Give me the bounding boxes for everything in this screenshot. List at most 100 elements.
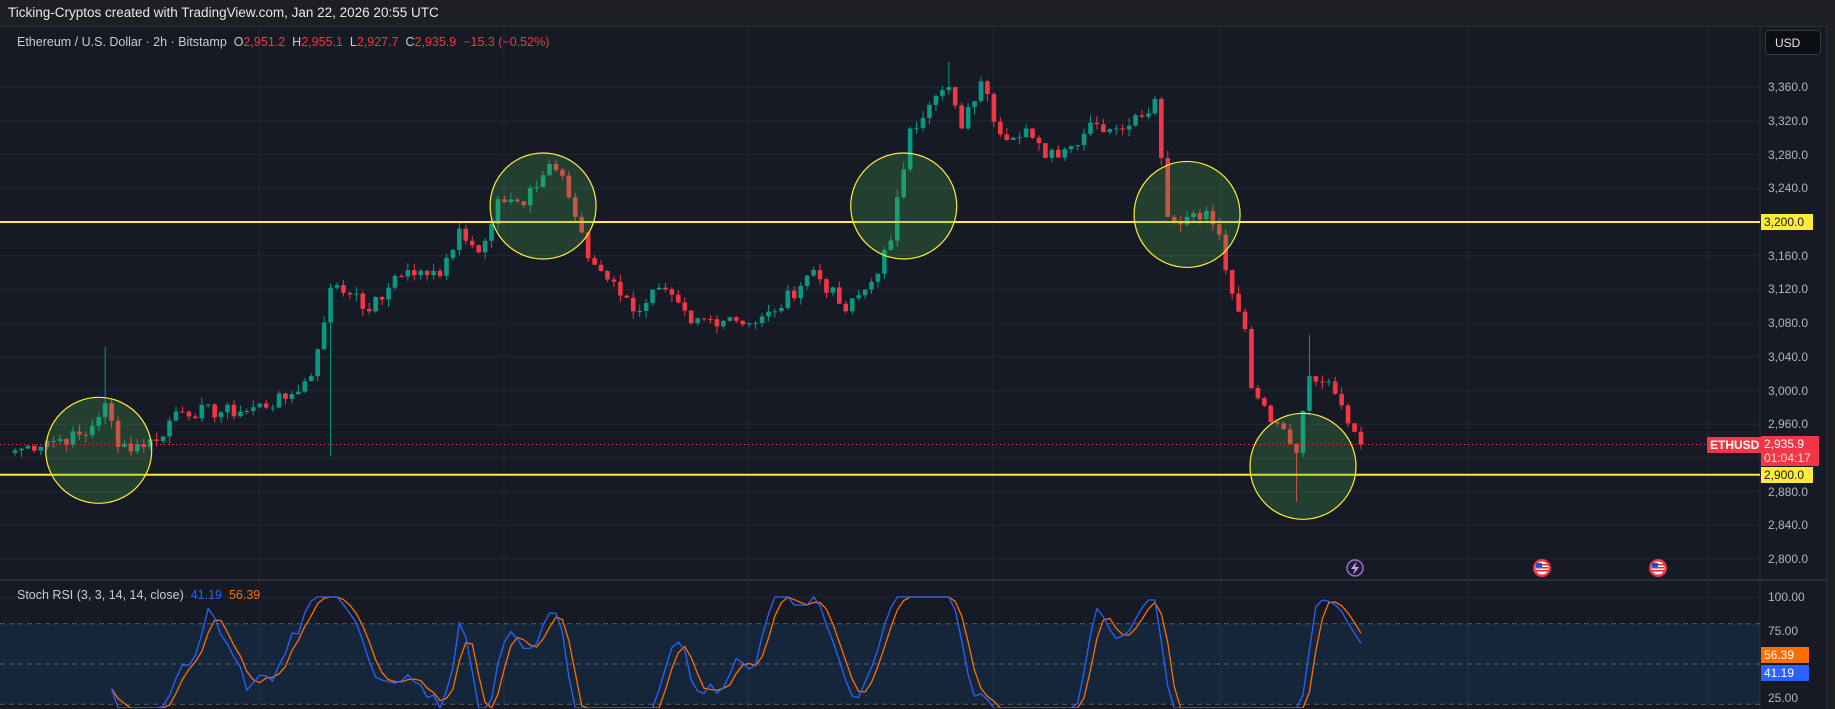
price-axis-tick: 2,840.0: [1768, 518, 1809, 533]
candle-body: [392, 275, 398, 288]
candle-body: [894, 197, 900, 241]
symbol-legend[interactable]: Ethereum / U.S. Dollar · 2h · Bitstamp O…: [17, 35, 549, 49]
candle-body: [12, 450, 18, 453]
candle-body: [1204, 211, 1209, 220]
candle-body: [592, 258, 597, 265]
candle-body: [160, 436, 166, 442]
highlight-circle: [489, 152, 597, 260]
candle-body: [1023, 128, 1029, 138]
highlight-circle: [850, 152, 958, 260]
candle-body: [238, 411, 243, 417]
candle-body: [566, 175, 572, 198]
chart-panel[interactable]: [0, 26, 1827, 709]
candle-body: [1352, 423, 1357, 432]
candle-body: [366, 308, 372, 312]
candle-body: [534, 187, 539, 189]
candle-body: [296, 391, 301, 395]
candle-body: [907, 128, 913, 170]
price-axis-tick: 3,120.0: [1768, 282, 1809, 297]
candle-body: [502, 199, 507, 203]
candle-body: [354, 293, 359, 295]
us-flag-icon[interactable]: [1649, 559, 1667, 577]
candle-body: [1049, 149, 1055, 158]
stoch-rsi-legend[interactable]: Stoch RSI (3, 3, 14, 14, close) 41.19 56…: [17, 588, 260, 602]
symbol-title[interactable]: Ethereum / U.S. Dollar · 2h · Bitstamp: [17, 35, 227, 49]
candle-body: [959, 105, 964, 129]
candle-body: [444, 257, 449, 276]
candle-body: [1216, 224, 1222, 235]
candle-body: [508, 199, 514, 203]
candle-body: [308, 376, 314, 382]
candle-body: [128, 443, 134, 452]
candle-body: [1287, 429, 1293, 444]
candle-body: [38, 446, 44, 451]
candle-body: [1268, 405, 1274, 422]
candle-body: [270, 407, 275, 409]
candle-body: [1223, 234, 1229, 271]
currency-button[interactable]: USD: [1765, 30, 1821, 55]
candle-body: [193, 416, 198, 419]
current-price-label: 2,935.9 01:04:17: [1761, 435, 1819, 466]
stoch-rsi-k-line: [110, 595, 1362, 708]
candle-body: [946, 87, 952, 91]
candle-body: [347, 292, 353, 295]
candle-body: [1320, 381, 1325, 383]
us-flag-icon[interactable]: [1533, 559, 1551, 577]
candle-body: [515, 199, 520, 202]
candle-body: [437, 270, 443, 276]
candle-body: [572, 197, 578, 217]
price-axis-tick: 3,280.0: [1768, 147, 1809, 162]
candle-body: [154, 439, 159, 442]
candle-body: [70, 431, 76, 445]
candle-body: [1101, 124, 1106, 133]
candle-body: [663, 287, 668, 290]
price-axis-tick: 2,960.0: [1768, 417, 1809, 432]
candle-body: [180, 411, 185, 413]
candle-body: [1358, 431, 1364, 445]
candle-body: [753, 323, 758, 325]
candle-body: [875, 273, 881, 282]
candle-body: [656, 287, 662, 290]
candle-body: [598, 264, 604, 271]
highlight-circle: [45, 396, 153, 504]
candle-body: [1339, 393, 1344, 406]
stoch-rsi-band: [0, 623, 1760, 705]
candle-body: [746, 323, 752, 325]
candle-body: [856, 295, 861, 299]
candle-body: [1094, 122, 1100, 125]
candle-body: [212, 404, 217, 418]
close-label: C: [405, 35, 415, 49]
candle-body: [1274, 421, 1280, 424]
candle-body: [328, 287, 333, 323]
candle-body: [779, 307, 784, 312]
stoch-rsi-d-line: [111, 596, 1362, 708]
candle-body: [1197, 213, 1203, 220]
candle-body: [431, 270, 436, 276]
candle-body: [798, 285, 803, 299]
candle-body: [618, 281, 623, 296]
lightning-icon[interactable]: [1346, 559, 1364, 577]
candle-body: [476, 245, 481, 253]
candle-body: [489, 223, 494, 241]
candle-body: [785, 290, 791, 308]
candle-body: [682, 302, 688, 311]
candle-body: [1178, 222, 1183, 225]
close-value: 2,935.9: [414, 35, 457, 49]
candle-body: [1088, 122, 1093, 134]
low-value: 2,927.7: [356, 35, 399, 49]
stoch-rsi-d-label: 56.39: [1761, 647, 1809, 664]
candle-body: [1326, 381, 1332, 383]
candle-body: [1146, 113, 1151, 117]
candle-body: [708, 319, 713, 321]
candle-body: [1229, 270, 1235, 294]
candle-body: [276, 393, 282, 408]
candle-body: [257, 403, 263, 408]
candle-body: [1010, 137, 1016, 140]
candle-body: [109, 403, 114, 421]
candle-body: [920, 117, 926, 128]
stoch-rsi-title[interactable]: Stoch RSI (3, 3, 14, 14, close): [17, 588, 184, 602]
candle-body: [650, 289, 655, 303]
candle-body: [630, 297, 636, 312]
candle-body: [1249, 328, 1254, 388]
